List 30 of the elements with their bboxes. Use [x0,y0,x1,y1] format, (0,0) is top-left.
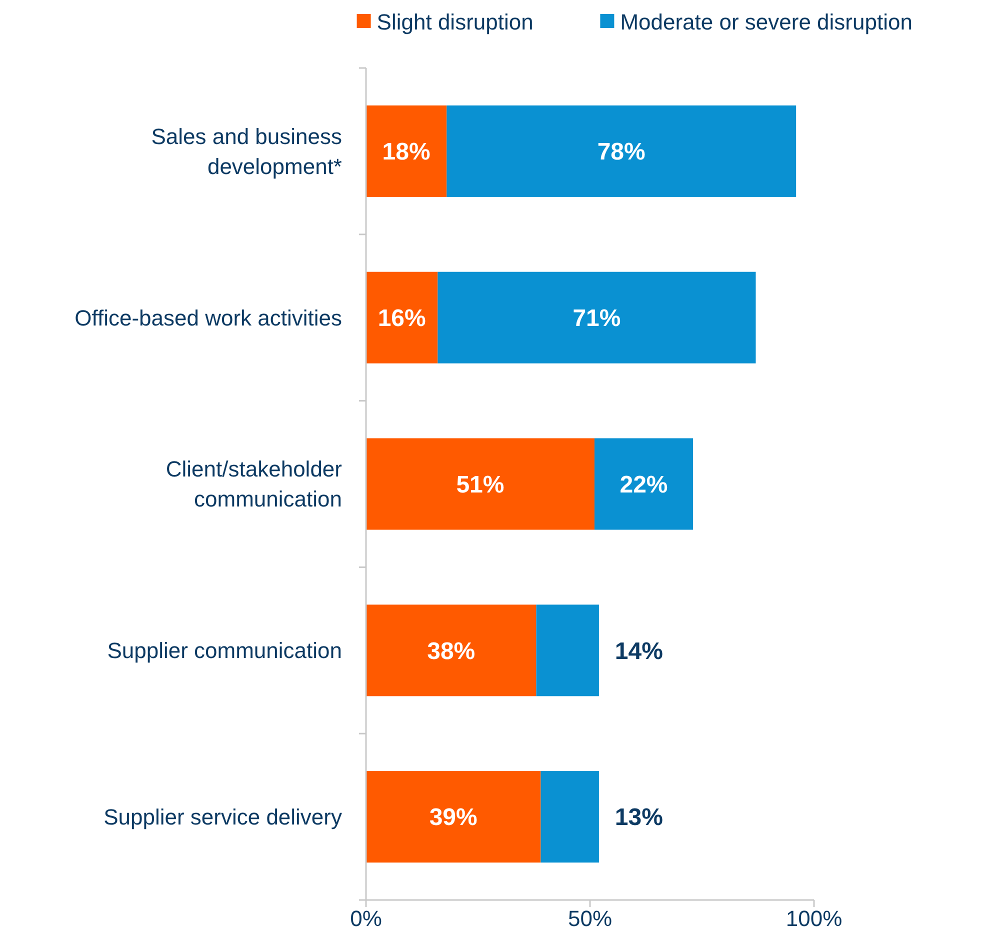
y-tick-label: Supplier service delivery [104,804,342,830]
data-label: 16% [378,305,426,332]
data-label: 38% [427,638,476,665]
legend-label: Slight disruption [376,10,534,35]
data-label: 51% [456,471,504,498]
y-tick-label: Supplier communication [107,638,342,664]
y-tick-label: Sales and business development* [151,124,342,179]
data-label: 78% [597,138,646,166]
data-label: 39% [429,804,478,832]
y-tick-label: Office-based work activities [74,305,342,330]
data-label: 14% [614,638,663,665]
legend-label: Moderate or severe disruption [620,10,912,35]
bar [446,105,796,197]
data-label: 71% [572,305,621,332]
x-tick-label: 0% [350,906,382,931]
bar [438,272,756,364]
bar [536,604,599,696]
bar [366,771,541,863]
data-label: 18% [382,138,430,166]
bar [594,438,694,530]
x-tick-label: 100% [786,906,842,931]
y-tick-label: Client/stakeholder communication [166,456,342,512]
bar [366,438,594,530]
data-label: 22% [620,471,668,498]
bar [540,771,599,863]
data-label: 13% [614,804,663,832]
x-tick-label: 50% [568,906,612,931]
bar [366,604,536,696]
bar [366,272,438,364]
bar [366,105,447,197]
